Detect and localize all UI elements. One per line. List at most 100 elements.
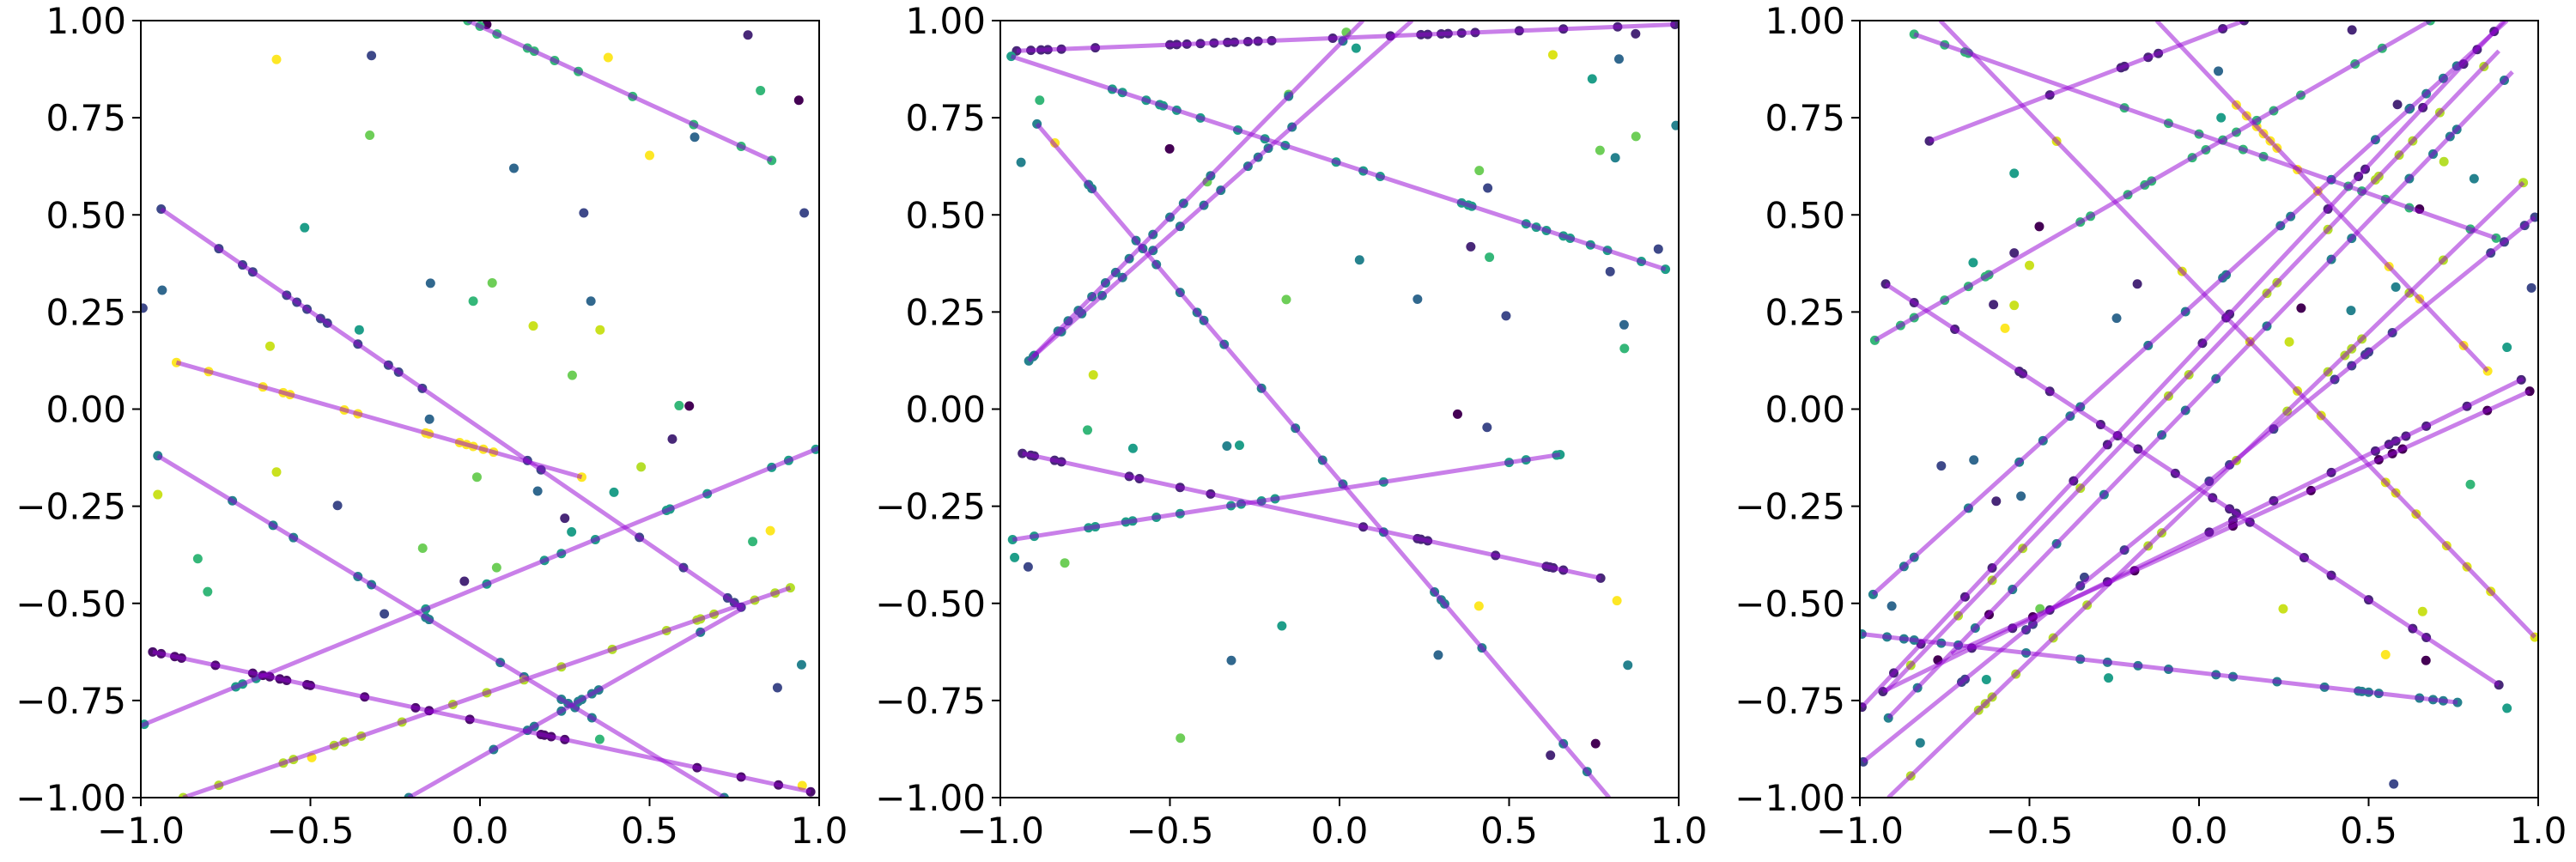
- data-point: [1351, 43, 1361, 53]
- data-point: [1886, 601, 1897, 611]
- data-point: [1595, 145, 1605, 155]
- data-point: [645, 150, 654, 161]
- data-point: [2009, 248, 2020, 258]
- y-tick-label: −0.75: [875, 680, 986, 722]
- fit-line: [1881, 376, 2524, 694]
- data-point: [567, 370, 577, 380]
- y-tick-label: −0.25: [875, 486, 986, 528]
- data-point: [1127, 443, 1138, 453]
- data-point: [528, 321, 538, 331]
- fit-line: [466, 21, 773, 163]
- y-tick-label: 1.00: [1765, 0, 1845, 42]
- data-point: [203, 586, 213, 597]
- data-point: [603, 52, 613, 63]
- x-tick-label: −0.5: [267, 810, 355, 852]
- data-point: [2380, 649, 2391, 659]
- data-point: [595, 325, 605, 335]
- data-point: [2025, 260, 2034, 270]
- fit-line: [2154, 21, 2489, 373]
- y-tick-label: 0.25: [905, 291, 986, 333]
- fit-line: [152, 649, 811, 794]
- y-tick-label: 1.00: [46, 0, 126, 42]
- y-tick-label: 0.00: [1765, 389, 1845, 431]
- y-tick-label: −0.25: [1735, 486, 1845, 528]
- x-tick-label: −1.0: [957, 810, 1044, 852]
- data-point: [471, 472, 482, 483]
- data-point: [1016, 157, 1026, 167]
- data-point: [332, 501, 343, 511]
- fit-line: [1862, 632, 2458, 705]
- y-tick-label: 0.75: [46, 97, 126, 139]
- fit-line: [1913, 32, 2497, 240]
- x-tick-label: 0.5: [1480, 810, 1538, 852]
- data-point: [1010, 552, 1020, 562]
- data-point: [2389, 779, 2399, 789]
- x-tick-label: 0.0: [2171, 810, 2228, 852]
- fit-line: [407, 605, 746, 798]
- data-point: [1623, 660, 1633, 671]
- data-point: [2465, 479, 2476, 489]
- data-point: [2132, 279, 2142, 289]
- y-tick-label: 0.00: [46, 389, 126, 431]
- data-point: [2392, 100, 2403, 110]
- y-tick-label: −0.75: [15, 680, 126, 722]
- data-point: [743, 30, 753, 40]
- data-point: [1610, 153, 1620, 163]
- fit-line: [1871, 21, 2509, 597]
- data-point: [2000, 323, 2010, 333]
- y-tick-label: 0.50: [46, 194, 126, 236]
- y-tick-label: −0.50: [1735, 583, 1845, 625]
- data-point: [1590, 738, 1601, 749]
- data-point: [793, 95, 804, 106]
- data-point: [2469, 173, 2479, 184]
- y-tick-label: 0.75: [905, 97, 986, 139]
- data-point: [1612, 596, 1622, 606]
- data-point: [1088, 370, 1098, 380]
- x-tick-label: 0.0: [452, 810, 509, 852]
- x-tick-label: 1.0: [2510, 810, 2567, 852]
- data-point: [2439, 156, 2449, 167]
- data-point: [1176, 733, 1186, 744]
- data-point: [1619, 343, 1630, 354]
- data-point: [2009, 300, 2020, 311]
- fit-line: [1884, 49, 2500, 694]
- data-point: [1631, 28, 1641, 39]
- data-point: [1653, 244, 1663, 254]
- subplot-1: −1.0 −0.5 0.0 0.5 1.0 −1.00 −0.75 −0.50 −0.25 0.0…: [15, 0, 848, 852]
- plot-area: [141, 21, 819, 798]
- data-point: [1968, 258, 1978, 268]
- data-point: [636, 462, 647, 472]
- data-point: [1981, 674, 1991, 684]
- data-point: [2214, 66, 2224, 76]
- subplot-3: −1.0 −0.5 0.0 0.5 1.0 −1.00 −0.75 −0.50 −0.25 0.0…: [1735, 0, 2567, 852]
- data-point: [380, 609, 390, 619]
- data-point: [667, 434, 677, 444]
- data-point: [424, 414, 434, 424]
- data-point: [1433, 650, 1443, 660]
- data-point: [264, 341, 275, 351]
- data-point: [2111, 313, 2122, 324]
- data-point: [1164, 143, 1175, 154]
- y-tick-label: 0.75: [1765, 97, 1845, 139]
- data-point: [1226, 655, 1236, 665]
- data-point: [579, 208, 589, 218]
- data-point: [1281, 294, 1291, 305]
- data-point: [1234, 440, 1244, 451]
- data-point: [468, 296, 478, 307]
- y-tick-label: −1.00: [15, 777, 126, 819]
- fit-line: [1035, 122, 1611, 798]
- data-point: [2421, 655, 2431, 665]
- data-point: [1587, 74, 1597, 84]
- x-tick-label: 1.0: [1650, 810, 1708, 852]
- data-point: [1605, 266, 1615, 276]
- x-tick-label: 0.5: [621, 810, 678, 852]
- data-point: [425, 278, 435, 288]
- x-tick-label: 1.0: [791, 810, 848, 852]
- y-axis: −1.00 −0.75 −0.50 −0.25 0.00 0.25 0.50 0.75 1.00: [15, 0, 141, 819]
- y-tick-label: 0.25: [1765, 291, 1845, 333]
- data-point: [2104, 673, 2114, 683]
- data-point: [1547, 50, 1558, 60]
- data-point: [2417, 606, 2427, 616]
- y-axis: −1.00 −0.75 −0.50 −0.25 0.00 0.25 0.50 0.75 1.00: [1735, 0, 1860, 819]
